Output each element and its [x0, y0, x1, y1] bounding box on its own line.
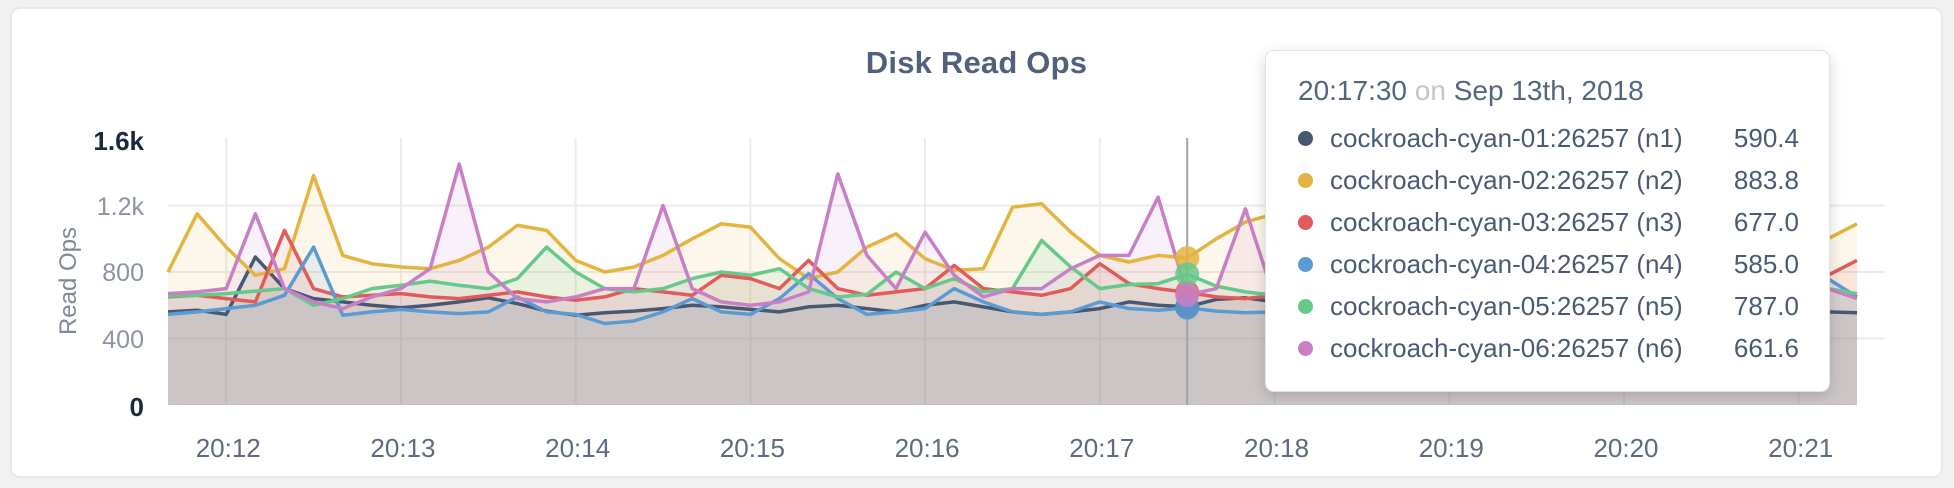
y-tick-label: 400	[102, 325, 144, 354]
tooltip-time: 20:17:30	[1298, 75, 1407, 106]
series-name: cockroach-cyan-02:26257 (n2)	[1330, 164, 1683, 195]
series-dot-icon	[1298, 130, 1313, 146]
series-dot-icon	[1298, 298, 1313, 314]
series-value: 677.0	[1733, 206, 1799, 237]
y-tick-label: 800	[102, 259, 144, 287]
hover-point-n5[interactable]	[1175, 262, 1200, 287]
x-tick-label: 20:18	[1244, 433, 1310, 463]
x-tick-label: 20:17	[1069, 433, 1135, 463]
x-tick-label: 20:14	[545, 433, 611, 463]
series-value: 590.4	[1733, 122, 1799, 153]
series-dot-icon	[1298, 340, 1313, 356]
x-tick-label: 20:13	[370, 433, 436, 463]
tooltip-series-row: cockroach-cyan-01:26257 (n1) 590.4	[1298, 117, 1799, 159]
tooltip-title: 20:17:30 on Sep 13th, 2018	[1298, 75, 1799, 107]
y-tick-label: 1.6k	[93, 126, 144, 156]
hover-point-n6[interactable]	[1175, 283, 1200, 307]
series-value: 883.8	[1733, 164, 1799, 195]
chart-tooltip: 20:17:30 on Sep 13th, 2018 cockroach-cya…	[1265, 50, 1830, 392]
tooltip-series-row: cockroach-cyan-03:26257 (n3) 677.0	[1298, 201, 1799, 243]
series-name: cockroach-cyan-04:26257 (n4)	[1330, 248, 1683, 279]
y-tick-label: 1.2k	[96, 192, 144, 221]
x-tick-label: 20:15	[719, 433, 785, 463]
x-tick-label: 20:16	[894, 433, 960, 463]
series-name: cockroach-cyan-03:26257 (n3)	[1330, 206, 1683, 237]
series-name: cockroach-cyan-01:26257 (n1)	[1330, 122, 1683, 153]
x-tick-label: 20:12	[195, 433, 261, 463]
series-dot-icon	[1298, 256, 1313, 272]
series-name: cockroach-cyan-06:26257 (n6)	[1330, 332, 1683, 363]
tooltip-series-row: cockroach-cyan-04:26257 (n4) 585.0	[1298, 243, 1799, 285]
series-dot-icon	[1298, 172, 1313, 188]
x-tick-label: 20:21	[1768, 433, 1834, 463]
x-tick-label: 20:19	[1418, 433, 1484, 463]
x-tick-label: 20:20	[1593, 433, 1659, 463]
series-name: cockroach-cyan-05:26257 (n5)	[1330, 290, 1683, 321]
chart-title: Disk Read Ops	[865, 45, 1088, 80]
y-tick-label: 0	[129, 392, 144, 422]
series-value: 585.0	[1733, 248, 1799, 279]
series-value: 661.6	[1733, 332, 1799, 363]
tooltip-separator: on	[1414, 75, 1446, 106]
tooltip-series-row: cockroach-cyan-02:26257 (n2) 883.8	[1298, 159, 1799, 201]
tooltip-date: Sep 13th, 2018	[1453, 75, 1644, 106]
series-dot-icon	[1298, 214, 1313, 230]
tooltip-series-row: cockroach-cyan-05:26257 (n5) 787.0	[1298, 285, 1799, 327]
series-value: 787.0	[1733, 290, 1799, 321]
tooltip-rows: cockroach-cyan-01:26257 (n1) 590.4 cockroa…	[1298, 117, 1799, 369]
tooltip-series-row: cockroach-cyan-06:26257 (n6) 661.6	[1298, 327, 1799, 369]
